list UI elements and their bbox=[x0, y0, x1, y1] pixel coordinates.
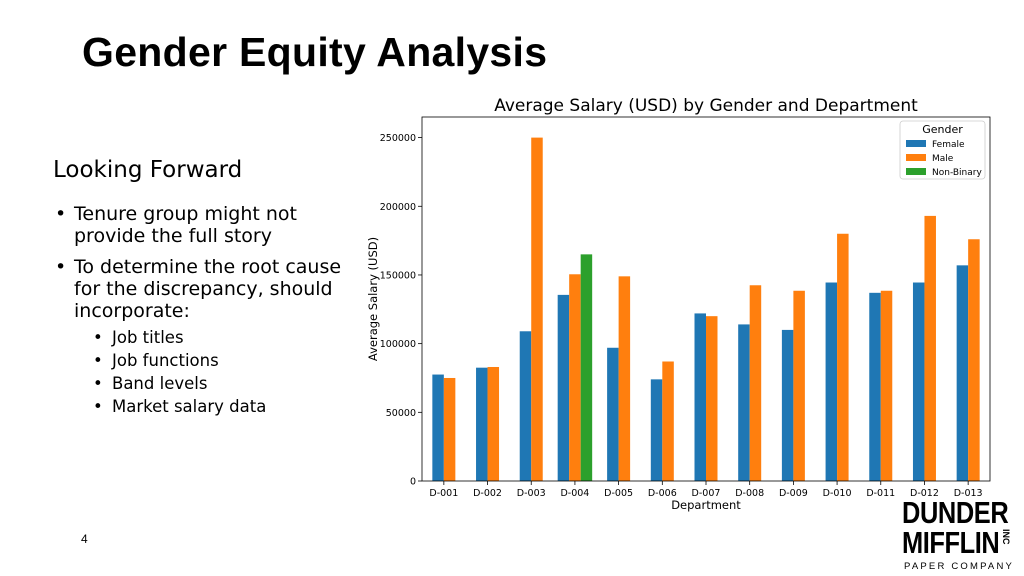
bar-male-d-009 bbox=[793, 290, 805, 481]
bullet-item: • To determine the root cause for the di… bbox=[53, 256, 353, 418]
bar-female-d-005 bbox=[607, 347, 619, 481]
x-tick-label: D-006 bbox=[648, 488, 677, 499]
bar-male-d-008 bbox=[749, 285, 762, 481]
slide-title: Gender Equity Analysis bbox=[82, 29, 548, 75]
bullet-dot-icon: • bbox=[93, 374, 103, 393]
bar-male-d-003 bbox=[531, 137, 543, 482]
sub-bullet-item: • Job functions bbox=[74, 349, 353, 372]
logo-tagline: PAPER COMPANY bbox=[904, 561, 1015, 572]
sub-bullet-item: • Band levels bbox=[74, 372, 353, 395]
x-tick-label: D-009 bbox=[779, 488, 808, 499]
salary-bar-chart: Average Salary (USD) by Gender and Depar… bbox=[366, 96, 991, 512]
legend-swatch-non-binary bbox=[906, 168, 926, 175]
x-tick-label: D-010 bbox=[823, 488, 852, 499]
x-tick-label: D-011 bbox=[866, 488, 895, 499]
bullet-item: • Tenure group might not provide the ful… bbox=[53, 203, 353, 247]
x-axis-label: Department bbox=[671, 498, 741, 512]
bullet-dot-icon: • bbox=[93, 397, 103, 416]
bar-non-binary-d-004 bbox=[580, 254, 593, 481]
bar-male-d-011 bbox=[880, 290, 893, 481]
bullet-dot-icon: • bbox=[93, 328, 103, 347]
legend-label: Non-Binary bbox=[932, 168, 982, 178]
x-tick-label: D-002 bbox=[473, 488, 502, 499]
dunder-mifflin-logo: DUNDER MIFFLIN INC PAPER COMPANY bbox=[902, 497, 1018, 573]
bar-female-d-002 bbox=[476, 367, 488, 481]
bar-male-d-004 bbox=[569, 274, 581, 481]
legend-label: Female bbox=[932, 140, 965, 150]
x-tick-label: D-001 bbox=[429, 488, 458, 499]
bar-male-d-001 bbox=[443, 377, 456, 481]
y-tick-label: 0 bbox=[410, 477, 416, 488]
bullet-dot-icon: • bbox=[55, 203, 67, 225]
bar-female-d-010 bbox=[825, 282, 838, 481]
logo-line-2: MIFFLIN bbox=[902, 525, 1000, 560]
legend-title: Gender bbox=[922, 123, 963, 136]
bar-female-d-003 bbox=[519, 331, 532, 481]
x-tick-label: D-005 bbox=[604, 488, 633, 499]
logo-line-1: DUNDER bbox=[902, 495, 1009, 530]
sub-bullet-text: Market salary data bbox=[112, 397, 267, 416]
plot-frame bbox=[421, 116, 991, 482]
x-tick-label: D-013 bbox=[954, 488, 983, 499]
x-tick-label: D-012 bbox=[910, 488, 939, 499]
bullet-dot-icon: • bbox=[93, 351, 103, 370]
sub-bullet-item: • Market salary data bbox=[74, 395, 353, 418]
bar-female-d-013 bbox=[956, 265, 969, 481]
bar-male-d-007 bbox=[706, 316, 718, 481]
page-number: 4 bbox=[81, 532, 88, 546]
bullet-list: • Tenure group might not provide the ful… bbox=[53, 203, 353, 427]
legend-swatch-male bbox=[906, 154, 926, 161]
x-tick-label: D-008 bbox=[735, 488, 764, 499]
bar-female-d-001 bbox=[432, 374, 444, 481]
sub-bullet-text: Band levels bbox=[112, 374, 208, 393]
bar-male-d-005 bbox=[618, 276, 631, 481]
x-tick-label: D-003 bbox=[517, 488, 546, 499]
y-tick-label: 250000 bbox=[380, 133, 416, 144]
bar-female-d-007 bbox=[694, 313, 706, 481]
bar-male-d-002 bbox=[487, 366, 500, 481]
sub-bullet-text: Job functions bbox=[112, 351, 219, 370]
y-tick-label: 50000 bbox=[386, 408, 416, 419]
legend-label: Male bbox=[932, 154, 954, 164]
section-heading: Looking Forward bbox=[53, 157, 243, 183]
y-tick-label: 100000 bbox=[380, 339, 416, 350]
sub-bullet-text: Job titles bbox=[112, 328, 184, 347]
bullet-text: Tenure group might not provide the full … bbox=[74, 203, 297, 247]
y-axis-label: Average Salary (USD) bbox=[366, 237, 380, 361]
logo-inc: INC bbox=[1001, 529, 1011, 545]
sub-bullet-list: • Job titles • Job functions • Band levels … bbox=[74, 326, 353, 418]
bar-male-d-006 bbox=[662, 361, 674, 481]
bar-female-d-012 bbox=[912, 282, 925, 481]
legend-box bbox=[899, 120, 986, 180]
chart-title: Average Salary (USD) by Gender and Depar… bbox=[494, 96, 918, 116]
sub-bullet-item: • Job titles bbox=[74, 326, 353, 349]
bar-female-d-008 bbox=[738, 324, 750, 481]
bar-male-d-010 bbox=[837, 233, 849, 481]
bar-female-d-009 bbox=[781, 329, 794, 481]
bar-female-d-011 bbox=[869, 292, 881, 481]
y-tick-label: 150000 bbox=[380, 270, 416, 281]
bullet-text: To determine the root cause for the disc… bbox=[74, 256, 342, 322]
bar-female-d-006 bbox=[650, 379, 663, 481]
bar-male-d-013 bbox=[968, 239, 980, 481]
x-tick-label: D-007 bbox=[692, 488, 721, 499]
bar-female-d-004 bbox=[557, 294, 570, 481]
y-tick-label: 200000 bbox=[380, 202, 416, 213]
bar-male-d-012 bbox=[924, 215, 936, 481]
bullet-dot-icon: • bbox=[55, 256, 67, 278]
legend-swatch-female bbox=[906, 140, 926, 147]
x-tick-label: D-004 bbox=[560, 488, 589, 499]
